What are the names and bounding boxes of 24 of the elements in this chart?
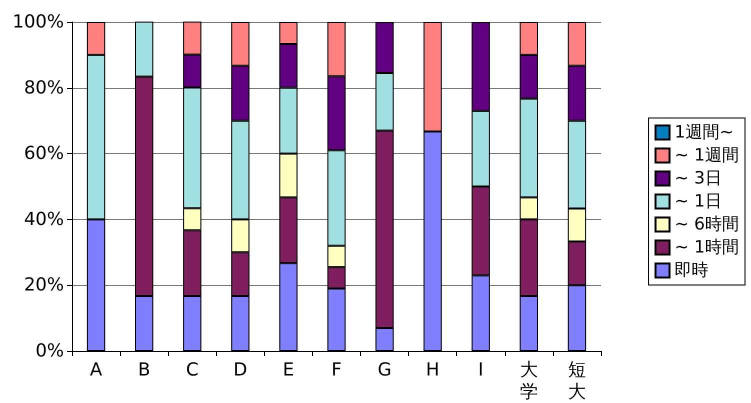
x-tick-label: E bbox=[282, 360, 294, 380]
x-tick-label: 短大 bbox=[568, 360, 586, 402]
y-tick-label: 40% bbox=[24, 208, 64, 230]
legend-label: ~ 1時間 bbox=[674, 238, 740, 258]
x-tick-label: C bbox=[186, 360, 199, 380]
x-tick-label: B bbox=[138, 360, 150, 380]
x-tick-label: A bbox=[90, 360, 103, 380]
x-tick-label: F bbox=[331, 360, 342, 380]
legend-label: 即時 bbox=[674, 260, 709, 280]
y-tick-label: 20% bbox=[24, 274, 64, 296]
x-tick-label: D bbox=[233, 360, 248, 380]
legend-label: ~ 1日 bbox=[674, 192, 722, 212]
legend-label: ~ 3日 bbox=[674, 168, 722, 188]
y-tick-label: 0% bbox=[35, 340, 64, 362]
x-tick-label: H bbox=[426, 360, 440, 380]
x-tick-label: G bbox=[378, 360, 392, 380]
legend-label: 1週間~ bbox=[674, 122, 734, 142]
legend-label: ~ 6時間 bbox=[674, 214, 740, 234]
y-tick-label: 100% bbox=[12, 12, 64, 32]
y-tick-label: 80% bbox=[24, 77, 64, 98]
x-tick-label: 大学 bbox=[520, 360, 538, 402]
legend-label: ~ 1週間 bbox=[674, 146, 740, 166]
x-tick-label: I bbox=[478, 360, 484, 380]
y-tick-label: 60% bbox=[24, 143, 64, 164]
